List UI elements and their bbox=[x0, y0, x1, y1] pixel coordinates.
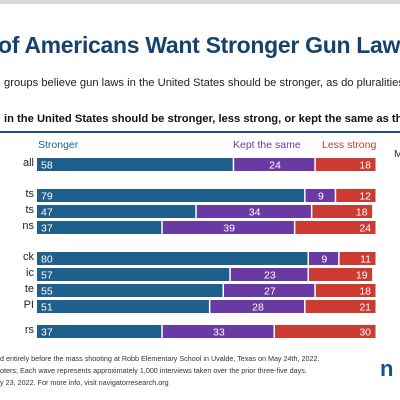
row-label-5: ic bbox=[26, 267, 34, 279]
bar-stronger-1 bbox=[37, 189, 305, 202]
bar-stronger-3 bbox=[37, 221, 162, 234]
data-label-same-5: 23 bbox=[264, 270, 276, 282]
data-label-less-4: 11 bbox=[360, 254, 371, 266]
bar-same-3 bbox=[162, 221, 294, 234]
footnote-line-3: y 23, 2022. For more info, visit navigat… bbox=[0, 378, 169, 387]
bar-same-1 bbox=[305, 189, 335, 202]
data-label-same-2: 34 bbox=[249, 207, 261, 219]
bar-less-3 bbox=[295, 221, 376, 234]
data-label-less-1: 12 bbox=[359, 191, 371, 203]
data-label-same-7: 28 bbox=[252, 302, 264, 314]
legend-stronger: Stronger bbox=[38, 139, 79, 151]
bar-stronger-2 bbox=[37, 205, 196, 218]
chart-subtitle: groups believe gun laws in the United St… bbox=[4, 77, 400, 89]
bar-less-8 bbox=[275, 325, 376, 338]
window-edge bbox=[0, 0, 400, 4]
data-label-stronger-8: 37 bbox=[41, 327, 53, 339]
row-label-4: ck bbox=[23, 251, 34, 263]
bar-less-5 bbox=[309, 268, 373, 281]
data-label-same-0: 24 bbox=[269, 160, 281, 172]
data-label-less-5: 19 bbox=[356, 270, 368, 282]
bar-same-5 bbox=[230, 268, 308, 281]
bar-stronger-8 bbox=[37, 325, 162, 338]
data-label-less-3: 24 bbox=[359, 223, 371, 235]
row-label-6: te bbox=[24, 283, 34, 295]
legend-kept-the-same: Kept the same bbox=[233, 139, 301, 151]
bar-stronger-4 bbox=[37, 252, 308, 265]
bar-same-8 bbox=[162, 325, 274, 338]
bar-stronger-7 bbox=[37, 300, 209, 313]
bar-same-7 bbox=[210, 300, 305, 313]
bar-stronger-5 bbox=[37, 268, 230, 281]
footnote-line-1: d entirely before the mass shooting at R… bbox=[0, 354, 320, 363]
row-label-7: PI bbox=[23, 299, 34, 311]
navigator-logo: n bbox=[380, 356, 393, 381]
data-label-less-7: 21 bbox=[359, 302, 371, 314]
chart-title: of Americans Want Stronger Gun Laws bbox=[0, 32, 400, 58]
bar-stronger-0 bbox=[37, 158, 233, 171]
data-label-less-2: 18 bbox=[356, 207, 368, 219]
bar-same-4 bbox=[309, 252, 339, 265]
data-label-same-4: 9 bbox=[321, 254, 327, 266]
bar-same-6 bbox=[224, 284, 315, 297]
data-label-stronger-3: 37 bbox=[41, 223, 53, 235]
row-label-3: ns bbox=[22, 220, 34, 232]
footnote-line-2: oters; Each wave represents approximatel… bbox=[0, 366, 307, 375]
bar-same-2 bbox=[196, 205, 311, 218]
data-label-stronger-4: 80 bbox=[41, 254, 53, 266]
data-label-less-0: 18 bbox=[359, 160, 371, 172]
bar-less-6 bbox=[315, 284, 376, 297]
data-label-less-8: 30 bbox=[359, 327, 371, 339]
data-label-stronger-6: 55 bbox=[41, 286, 53, 298]
data-label-stronger-2: 47 bbox=[41, 207, 53, 219]
bar-less-7 bbox=[305, 300, 376, 313]
data-label-stronger-1: 79 bbox=[41, 191, 53, 203]
bar-same-0 bbox=[234, 158, 315, 171]
data-label-stronger-5: 57 bbox=[41, 270, 53, 282]
divider-rule bbox=[0, 131, 400, 133]
top-bar bbox=[0, 0, 400, 22]
legend-edge-text: M bbox=[394, 148, 400, 160]
data-label-same-1: 9 bbox=[318, 191, 324, 203]
row-label-2: ts bbox=[25, 204, 34, 216]
survey-question: in the United States should be stronger,… bbox=[4, 113, 400, 125]
data-label-stronger-0: 58 bbox=[41, 160, 53, 172]
bar-less-4 bbox=[339, 252, 376, 265]
bar-less-2 bbox=[312, 205, 373, 218]
bar-stronger-6 bbox=[37, 284, 223, 297]
data-label-less-6: 18 bbox=[359, 286, 371, 298]
data-label-same-8: 33 bbox=[213, 327, 225, 339]
legend-less-strong: Less strong bbox=[322, 139, 377, 151]
row-label-1: ts bbox=[25, 188, 34, 200]
bar-less-1 bbox=[336, 189, 376, 202]
data-label-stronger-7: 51 bbox=[41, 302, 53, 314]
data-label-same-3: 39 bbox=[223, 223, 235, 235]
data-label-same-6: 27 bbox=[264, 286, 276, 298]
row-label-0: all bbox=[22, 157, 34, 169]
row-label-8: rs bbox=[24, 324, 34, 336]
bar-less-0 bbox=[315, 158, 376, 171]
